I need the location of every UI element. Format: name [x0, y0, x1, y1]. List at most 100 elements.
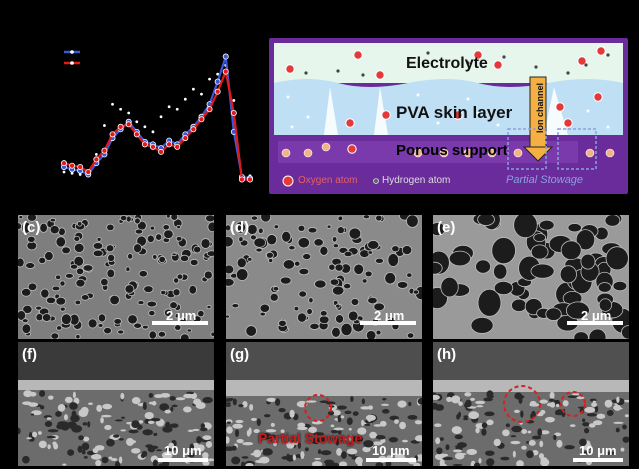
- grain: [335, 438, 340, 446]
- pore: [353, 263, 365, 275]
- grain: [189, 443, 195, 452]
- grain: [457, 442, 467, 448]
- pore: [396, 281, 409, 289]
- scatter-dot: [62, 170, 66, 174]
- pore: [25, 262, 36, 269]
- grain: [458, 452, 467, 456]
- pore: [367, 296, 378, 305]
- grain: [488, 395, 494, 399]
- pore: [163, 229, 174, 239]
- grain: [261, 433, 272, 440]
- grain: [266, 397, 277, 402]
- pore: [319, 310, 328, 317]
- hydrogen-legend-label: Hydrogen atom: [382, 175, 451, 186]
- grain: [414, 435, 422, 442]
- sem-image-d: [226, 215, 422, 339]
- partial-stowage-annotation: Partial Stowage: [258, 430, 363, 446]
- grain: [114, 419, 123, 422]
- grain: [226, 402, 232, 405]
- pore: [205, 215, 214, 223]
- grain: [183, 393, 194, 399]
- grain: [265, 429, 277, 433]
- grain: [55, 411, 62, 417]
- pore-1: [324, 87, 338, 135]
- pore: [160, 289, 167, 296]
- pore: [361, 278, 368, 284]
- grain: [81, 449, 86, 455]
- pore: [235, 221, 246, 234]
- series-2-point: [230, 110, 237, 117]
- legend-dot-red: [70, 61, 74, 65]
- grain: [368, 405, 374, 410]
- scatter-dot: [167, 105, 171, 109]
- grain: [32, 431, 38, 438]
- scale-text-g: 10 μm: [372, 443, 410, 458]
- scatter-dot: [232, 99, 236, 102]
- pore: [266, 251, 274, 259]
- grain: [128, 429, 139, 434]
- grain: [120, 392, 125, 400]
- grain: [325, 461, 335, 466]
- grain: [170, 406, 174, 412]
- scale-bar-h: [573, 458, 623, 462]
- grain: [539, 399, 548, 404]
- series-2-point: [125, 121, 132, 128]
- grain: [380, 403, 390, 406]
- hydrogen-atom: [534, 65, 538, 69]
- pore: [55, 274, 62, 280]
- pore: [314, 279, 327, 289]
- oxygen-atom: [453, 110, 463, 120]
- pore: [331, 285, 345, 296]
- scale-bar-e: [567, 321, 623, 325]
- grain: [253, 428, 260, 434]
- plot-area: [61, 53, 253, 183]
- grain: [121, 416, 125, 419]
- grain: [69, 402, 78, 410]
- grain: [539, 440, 544, 448]
- grain: [175, 397, 186, 401]
- oxygen-legend-icon: [282, 175, 294, 187]
- grain: [270, 422, 275, 427]
- pore: [175, 235, 183, 242]
- grain: [399, 421, 406, 430]
- grain: [77, 445, 83, 453]
- grain: [320, 450, 332, 456]
- grain: [165, 447, 176, 452]
- pore: [334, 263, 344, 272]
- series-2-point: [238, 176, 245, 183]
- pore: [109, 294, 120, 306]
- pore: [337, 215, 344, 222]
- pore: [318, 315, 330, 325]
- series-2-point: [198, 116, 205, 123]
- pore: [477, 288, 502, 317]
- pore: [169, 301, 178, 310]
- grain: [165, 451, 173, 459]
- grain: [22, 455, 30, 464]
- grain: [95, 459, 102, 466]
- scatter-dot: [103, 124, 106, 127]
- grain: [100, 417, 104, 424]
- pore: [97, 313, 107, 323]
- pore: [176, 224, 182, 230]
- stowage-circle: [304, 394, 332, 422]
- pore: [26, 215, 37, 222]
- grain: [529, 400, 537, 407]
- hydrogen-atom: [502, 55, 506, 59]
- pore: [170, 215, 179, 221]
- pore: [533, 233, 547, 243]
- pore: [329, 278, 340, 286]
- grain: [152, 459, 158, 466]
- grain: [245, 462, 254, 466]
- sem-panel-c: (c) 2 μm: [18, 215, 214, 339]
- scatter-dot: [119, 107, 123, 111]
- partial-stowage-legend-label: Partial Stowage: [506, 174, 584, 186]
- grain: [372, 441, 383, 446]
- grain: [293, 441, 299, 445]
- grain: [108, 456, 113, 460]
- grain: [150, 417, 161, 422]
- pore: [273, 224, 280, 230]
- skin-layer: [226, 380, 422, 396]
- grain: [582, 422, 590, 427]
- grain: [57, 403, 66, 412]
- series-2-point: [214, 88, 221, 95]
